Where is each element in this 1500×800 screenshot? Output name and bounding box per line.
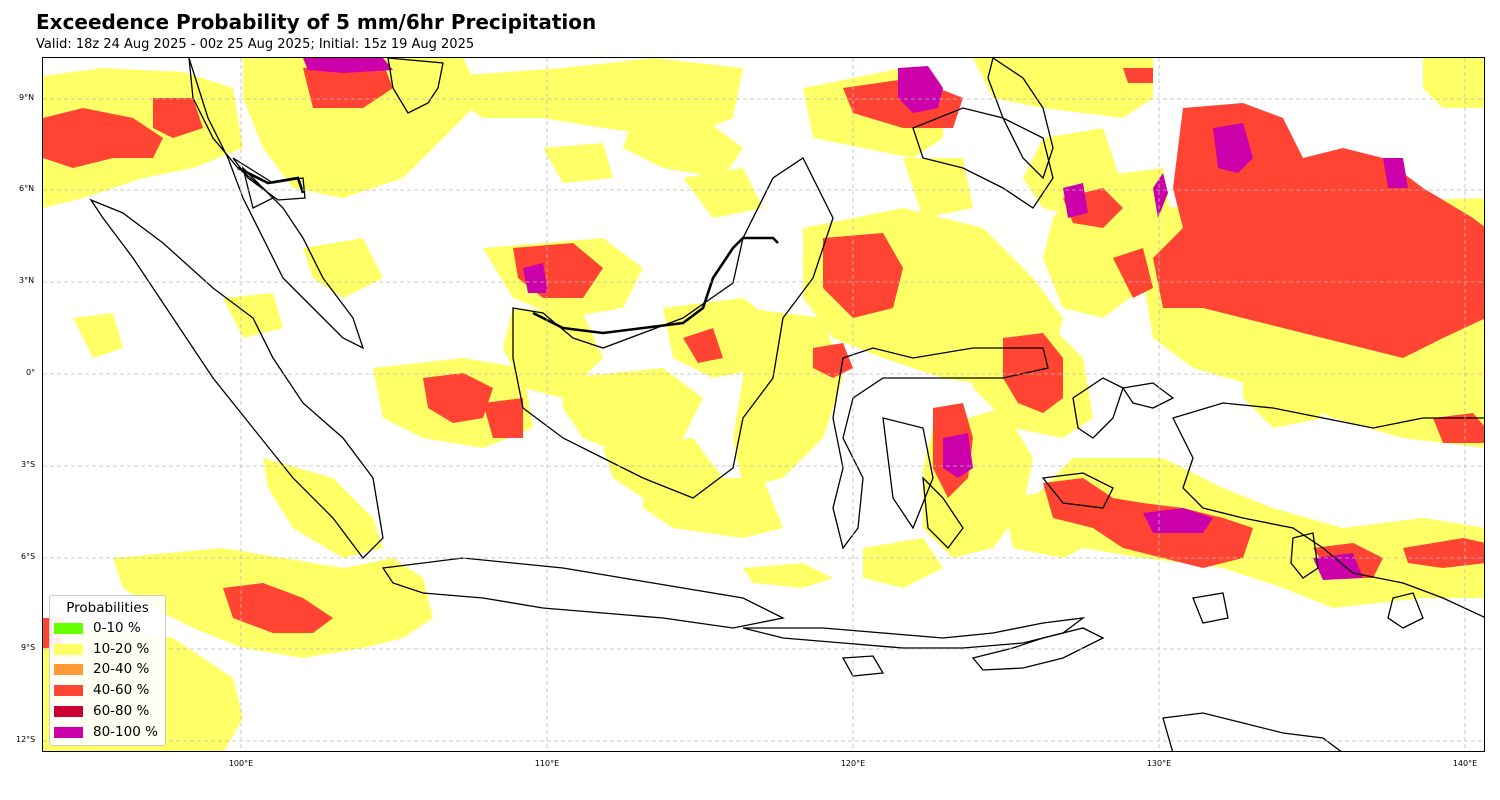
legend-label: 60-80 %	[93, 703, 150, 719]
precipitation-map	[43, 58, 1484, 751]
legend-label: 0-10 %	[93, 620, 141, 636]
legend-label: 10-20 %	[93, 641, 150, 657]
lon-label-140e: 140°E	[1452, 759, 1478, 768]
chart-title: Exceedence Probability of 5 mm/6hr Preci…	[36, 10, 597, 34]
legend-swatch	[54, 684, 83, 696]
lon-label-130e: 130°E	[1146, 759, 1172, 768]
lon-label-100e: 100°E	[228, 759, 254, 768]
legend: Probabilities 0-10 % 10-20 % 20-40 % 40-…	[49, 595, 166, 746]
lat-label-0: 0°	[26, 368, 36, 377]
legend-label: 80-100 %	[93, 724, 158, 740]
coastlines	[89, 58, 1484, 751]
lat-label-9n: 9°N	[19, 93, 35, 102]
legend-item: 40-60 %	[54, 681, 149, 699]
legend-label: 20-40 %	[93, 661, 150, 677]
lat-label-12s: 12°S	[16, 735, 36, 744]
legend-item: 80-100 %	[54, 723, 158, 741]
lat-label-3n: 3°N	[19, 276, 35, 285]
map-frame	[42, 57, 1485, 752]
legend-label: 40-60 %	[93, 682, 150, 698]
legend-swatch	[54, 663, 83, 675]
lat-label-3s: 3°S	[21, 460, 36, 469]
legend-item: 60-80 %	[54, 702, 149, 720]
graticule	[43, 58, 1484, 751]
lon-label-120e: 120°E	[840, 759, 866, 768]
lat-label-9s: 9°S	[21, 643, 36, 652]
legend-swatch	[54, 705, 83, 717]
legend-title: Probabilities	[66, 600, 149, 616]
legend-swatch	[54, 622, 83, 634]
chart-subtitle: Valid: 18z 24 Aug 2025 - 00z 25 Aug 2025…	[36, 37, 475, 52]
borders	[237, 166, 779, 335]
lat-label-6n: 6°N	[19, 184, 35, 193]
legend-swatch	[54, 643, 83, 655]
legend-item: 10-20 %	[54, 640, 149, 658]
legend-item: 0-10 %	[54, 619, 141, 637]
legend-item: 20-40 %	[54, 660, 149, 678]
prob-80-100-areas	[303, 58, 1408, 580]
lon-label-110e: 110°E	[534, 759, 560, 768]
legend-swatch	[54, 726, 83, 738]
lat-label-6s: 6°S	[21, 552, 36, 561]
